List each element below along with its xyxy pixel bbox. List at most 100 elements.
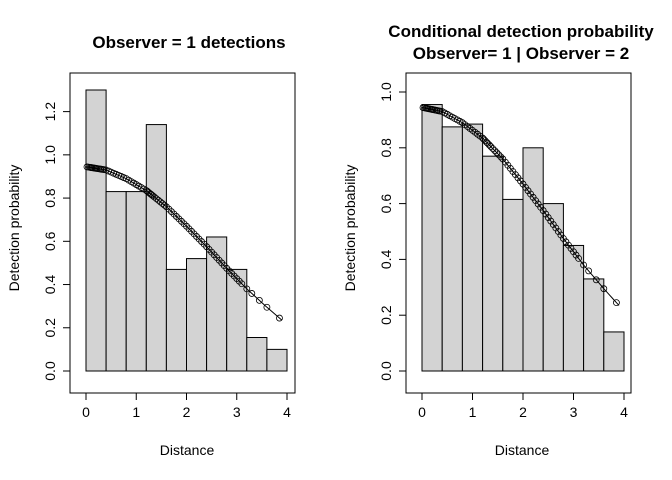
observation-point xyxy=(592,276,600,284)
observation-point xyxy=(200,240,208,248)
panel-2-y-axis: 0.0 0.2 0.4 0.6 0.8 1.0 xyxy=(378,82,407,381)
histogram-bar xyxy=(603,331,625,372)
observation-point xyxy=(180,220,188,228)
histogram-bar xyxy=(105,191,127,372)
histogram-bar xyxy=(85,89,107,372)
observation-point xyxy=(539,207,547,214)
y-tick-label: 1.0 xyxy=(42,145,58,165)
observation-point xyxy=(487,143,495,150)
panel-2-y-axis-label: Detection probability xyxy=(342,165,358,292)
observation-point xyxy=(493,149,501,157)
panel-2-title-line-1: Conditional detection probability xyxy=(388,22,654,41)
observation-point xyxy=(173,213,180,220)
observation-point xyxy=(613,299,620,307)
observation-point xyxy=(190,230,198,238)
histogram-bar xyxy=(441,126,463,372)
observation-point xyxy=(188,227,195,235)
y-tick-label: 0.8 xyxy=(42,188,58,208)
panel-2: Conditional detection probability Observ… xyxy=(342,22,654,458)
observation-point xyxy=(557,231,565,239)
histogram-bar xyxy=(583,278,605,372)
x-tick-label: 4 xyxy=(620,404,628,420)
y-tick-label: 0.0 xyxy=(42,361,58,381)
observation-point xyxy=(223,264,231,272)
observation-point xyxy=(489,145,497,152)
observation-point xyxy=(544,214,552,221)
y-tick-label: 0.2 xyxy=(378,305,394,325)
observation-point xyxy=(238,280,246,288)
observation-point xyxy=(225,267,233,275)
histogram-bar xyxy=(522,147,544,372)
panel-2-observations xyxy=(419,104,620,307)
observation-point xyxy=(554,228,562,235)
x-tick-label: 3 xyxy=(233,404,241,420)
panel-1-x-axis: 0 1 2 3 4 xyxy=(82,392,291,420)
x-tick-label: 2 xyxy=(519,404,527,420)
histogram-bar xyxy=(266,348,288,372)
observation-point xyxy=(585,267,593,275)
observation-point xyxy=(160,201,168,209)
panel-2-x-axis: 0 1 2 3 4 xyxy=(418,392,628,420)
histogram-bar xyxy=(145,124,167,372)
observation-point xyxy=(497,153,505,161)
panel-2-bars xyxy=(421,104,625,372)
observation-point xyxy=(178,217,185,225)
x-tick-label: 4 xyxy=(283,404,291,420)
observation-point xyxy=(552,224,560,232)
y-tick-label: 0.4 xyxy=(42,275,58,295)
observation-point xyxy=(255,296,263,304)
y-tick-label: 0.6 xyxy=(42,231,58,251)
x-tick-label: 1 xyxy=(469,404,477,420)
x-tick-label: 2 xyxy=(183,404,191,420)
observation-point xyxy=(195,235,203,243)
panel-1-x-axis-label: Distance xyxy=(160,442,215,458)
observation-point xyxy=(491,147,499,154)
panel-1-y-axis-label: Detection probability xyxy=(6,165,22,292)
panel-1-title-line-1: Observer = 1 detections xyxy=(92,33,285,52)
panel-2-x-axis-label: Distance xyxy=(495,442,550,458)
observation-point xyxy=(547,217,555,225)
histogram-bar xyxy=(125,191,147,372)
x-tick-label: 3 xyxy=(570,404,578,420)
observation-point xyxy=(549,221,557,228)
y-tick-label: 0.0 xyxy=(378,361,394,381)
histogram-bar xyxy=(502,198,524,372)
y-tick-label: 0.2 xyxy=(42,318,58,338)
x-tick-label: 0 xyxy=(418,404,426,420)
x-tick-label: 0 xyxy=(82,404,90,420)
y-tick-label: 1.0 xyxy=(378,82,394,102)
observation-point xyxy=(198,238,205,245)
observation-point xyxy=(228,270,236,277)
histogram-bar xyxy=(421,104,443,372)
observation-point xyxy=(575,254,582,262)
histogram-bar xyxy=(165,268,187,372)
observation-point xyxy=(233,275,241,282)
observation-point xyxy=(183,222,190,230)
y-tick-label: 0.6 xyxy=(378,194,394,214)
observation-point xyxy=(276,314,283,322)
panel-1-bars xyxy=(85,89,288,372)
panel-1-observations xyxy=(83,163,283,322)
observation-point xyxy=(235,277,243,285)
y-tick-label: 1.2 xyxy=(42,102,58,122)
observation-point xyxy=(263,303,271,311)
observation-point xyxy=(485,141,493,149)
histogram-bar xyxy=(246,337,268,372)
observation-point xyxy=(168,208,175,215)
observation-point xyxy=(165,205,173,213)
observation-point xyxy=(175,215,183,223)
y-tick-label: 0.8 xyxy=(378,138,394,158)
y-tick-label: 0.4 xyxy=(378,249,394,269)
observation-point xyxy=(185,225,193,233)
panel-1: Observer = 1 detections Distance Detecti… xyxy=(6,33,296,458)
observation-point xyxy=(162,203,170,211)
histogram-bar xyxy=(461,123,484,372)
observation-point xyxy=(248,290,256,297)
histogram-bar xyxy=(226,268,248,372)
observation-point xyxy=(495,151,503,159)
observation-point xyxy=(542,210,550,218)
histogram-bar xyxy=(482,155,504,372)
observation-point xyxy=(580,261,587,269)
panel-1-y-axis: 0.0 0.2 0.4 0.6 0.8 1.0 1.2 xyxy=(42,102,71,381)
